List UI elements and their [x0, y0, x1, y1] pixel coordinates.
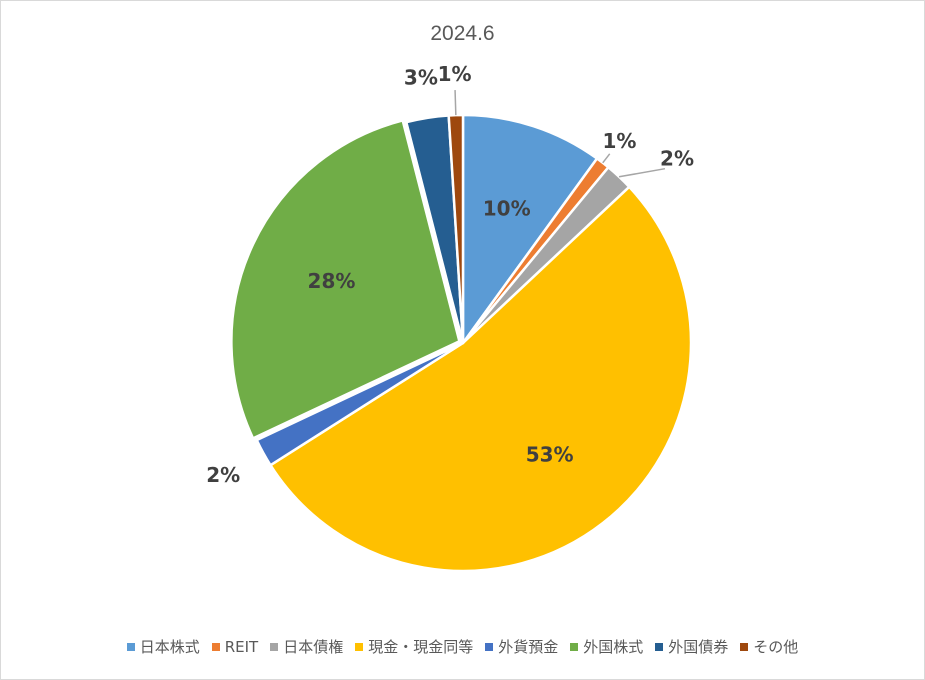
legend-item-6: 外国債券 [655, 636, 728, 657]
legend-label: 外貨預金 [498, 638, 559, 656]
legend-swatch [211, 642, 220, 651]
legend-item-1: REIT [211, 637, 259, 656]
leader-line-2 [618, 167, 666, 178]
data-label-5: 28% [308, 269, 356, 293]
legend-label: REIT [224, 637, 259, 656]
legend-item-3: 現金・現金同等 [355, 636, 473, 657]
data-label-2: 2% [660, 146, 694, 170]
legend-item-2: 日本債権 [270, 636, 343, 657]
data-label-4: 2% [206, 463, 240, 487]
leader-lines [454, 90, 666, 178]
data-label-1: 1% [603, 129, 637, 153]
legend-item-7: その他 [740, 636, 798, 657]
data-label-7: 1% [438, 62, 472, 86]
legend-swatch [740, 642, 749, 651]
legend-swatch [570, 642, 579, 651]
legend-label: 外国債券 [668, 638, 729, 656]
legend-swatch [655, 642, 664, 651]
leader-line-1 [602, 153, 611, 164]
legend-label: 現金・現金同等 [368, 638, 474, 656]
legend-item-0: 日本株式 [126, 636, 200, 657]
leader-line-7 [454, 90, 457, 116]
legend-swatch [485, 642, 494, 651]
pie-slice-0 [461, 113, 599, 345]
legend-item-4: 外貨預金 [485, 636, 558, 657]
legend-swatch [270, 642, 279, 651]
data-label-0: 10% [483, 197, 531, 221]
data-label-6: 3% [404, 65, 438, 89]
data-labels: 10%1%2%53%2%28%3% 1% [206, 62, 694, 487]
pie-slice-7 [447, 113, 465, 345]
legend: 日本株式 REIT 日本債権 現金・現金同等 外貨預金 外国株式 外国債券 その他 [0, 636, 925, 657]
pie-slices [230, 113, 693, 573]
pie-slice-3 [269, 185, 693, 573]
legend-label: 日本株式 [139, 638, 200, 656]
pie-slice-5 [230, 119, 461, 440]
legend-swatch [355, 642, 364, 651]
data-label-3: 53% [526, 443, 574, 467]
legend-label: 外国株式 [583, 638, 644, 656]
chart-title: 2024.6 [430, 22, 495, 45]
legend-swatch [126, 642, 135, 651]
pie-slice-4 [255, 341, 465, 467]
legend-label: 日本債権 [283, 638, 344, 656]
legend-item-5: 外国株式 [570, 636, 643, 657]
legend-label: その他 [753, 638, 799, 656]
